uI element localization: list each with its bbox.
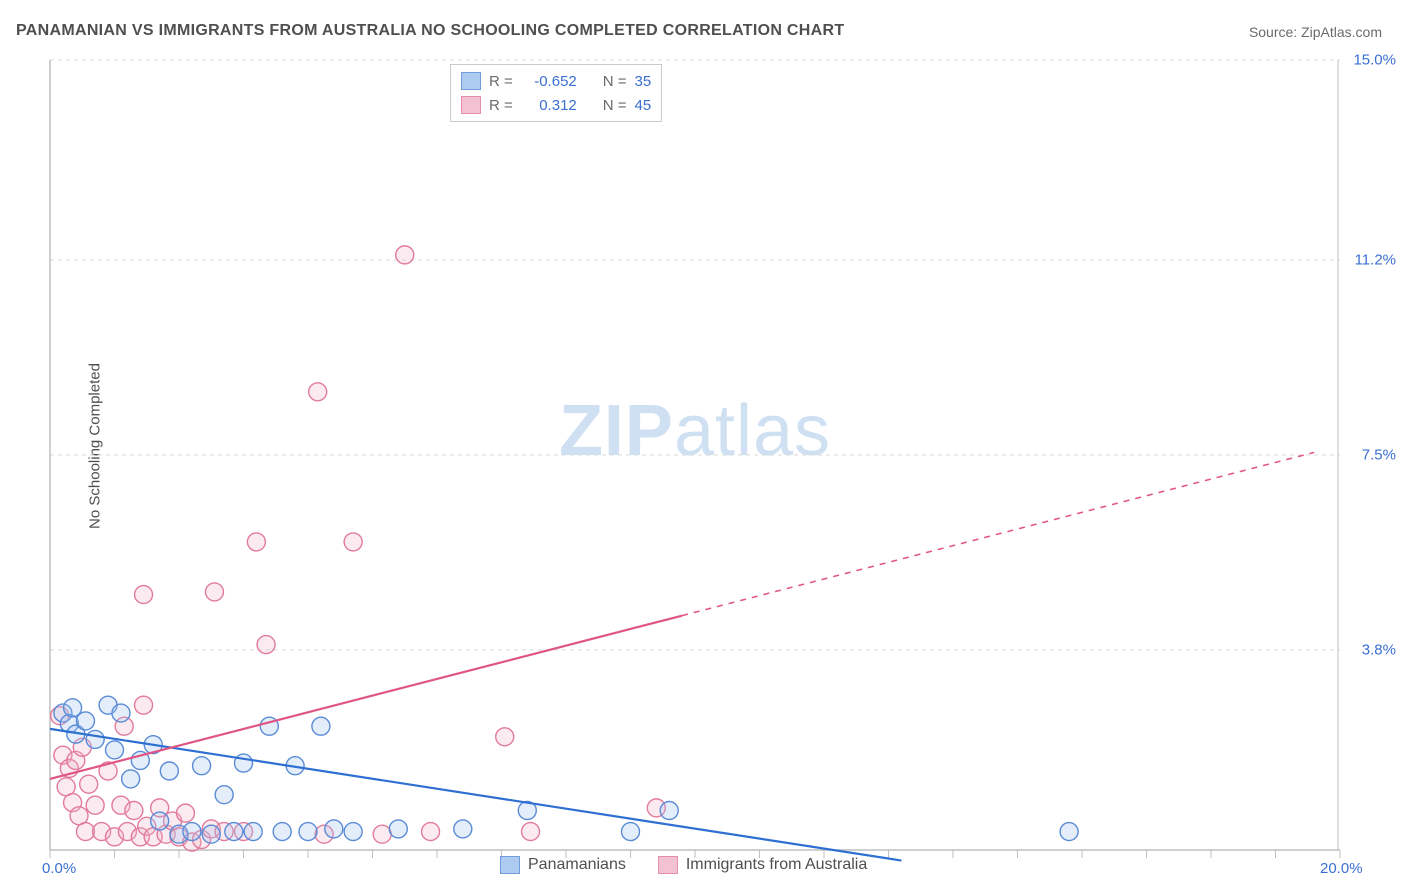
data-point bbox=[373, 825, 391, 843]
data-point bbox=[312, 717, 330, 735]
r-value: 0.312 bbox=[521, 97, 577, 114]
data-point bbox=[622, 823, 640, 841]
data-point bbox=[112, 704, 130, 722]
data-point bbox=[125, 802, 143, 820]
data-point bbox=[176, 804, 194, 822]
r-label: R = bbox=[489, 73, 513, 90]
data-point bbox=[80, 775, 98, 793]
source-label: Source: bbox=[1249, 24, 1301, 40]
data-point bbox=[344, 823, 362, 841]
legend-swatch bbox=[461, 96, 481, 114]
data-point bbox=[660, 802, 678, 820]
data-point bbox=[86, 796, 104, 814]
data-point bbox=[522, 823, 540, 841]
data-point bbox=[135, 696, 153, 714]
trend-line-extrapolated bbox=[682, 452, 1314, 615]
plot-area: ZIPatlas 3.8%7.5%11.2%15.0%0.0%20.0% bbox=[50, 60, 1340, 850]
n-value: 45 bbox=[635, 97, 652, 114]
data-point bbox=[215, 786, 233, 804]
r-value: -0.652 bbox=[521, 73, 577, 90]
data-point bbox=[244, 823, 262, 841]
data-point bbox=[325, 820, 343, 838]
source-attribution: Source: ZipAtlas.com bbox=[1249, 24, 1382, 40]
y-tick-label: 3.8% bbox=[1362, 641, 1396, 658]
n-label: N = bbox=[603, 97, 627, 114]
n-label: N = bbox=[603, 73, 627, 90]
series-legend-item: Panamanians bbox=[500, 856, 626, 874]
legend-row: R = -0.652 N = 35 bbox=[461, 69, 651, 93]
data-point bbox=[205, 583, 223, 601]
series-name: Panamanians bbox=[528, 856, 626, 874]
data-point bbox=[183, 823, 201, 841]
source-value: ZipAtlas.com bbox=[1301, 24, 1382, 40]
data-point bbox=[396, 246, 414, 264]
data-point bbox=[344, 533, 362, 551]
legend-row: R = 0.312 N = 45 bbox=[461, 93, 651, 117]
r-label: R = bbox=[489, 97, 513, 114]
data-point bbox=[160, 762, 178, 780]
data-point bbox=[273, 823, 291, 841]
data-point bbox=[454, 820, 472, 838]
data-point bbox=[76, 712, 94, 730]
legend-swatch bbox=[461, 72, 481, 90]
data-point bbox=[76, 823, 94, 841]
legend-swatch bbox=[500, 856, 520, 874]
series-legend-item: Immigrants from Australia bbox=[658, 856, 867, 874]
data-point bbox=[225, 823, 243, 841]
data-point bbox=[135, 586, 153, 604]
correlation-legend: R = -0.652 N = 35 R = 0.312 N = 45 bbox=[450, 64, 662, 122]
legend-swatch bbox=[658, 856, 678, 874]
x-tick-label-max: 20.0% bbox=[1320, 860, 1363, 877]
data-point bbox=[257, 636, 275, 654]
n-value: 35 bbox=[635, 73, 652, 90]
y-tick-label: 7.5% bbox=[1362, 447, 1396, 464]
data-point bbox=[106, 741, 124, 759]
data-point bbox=[122, 770, 140, 788]
data-point bbox=[496, 728, 514, 746]
data-point bbox=[86, 730, 104, 748]
chart-title: PANAMANIAN VS IMMIGRANTS FROM AUSTRALIA … bbox=[16, 22, 844, 40]
data-point bbox=[193, 757, 211, 775]
data-point bbox=[309, 383, 327, 401]
series-legend: Panamanians Immigrants from Australia bbox=[500, 856, 867, 874]
data-point bbox=[1060, 823, 1078, 841]
data-point bbox=[151, 812, 169, 830]
data-point bbox=[422, 823, 440, 841]
scatter-chart bbox=[50, 60, 1340, 850]
data-point bbox=[389, 820, 407, 838]
y-tick-label: 11.2% bbox=[1355, 252, 1396, 269]
x-tick-label-min: 0.0% bbox=[42, 860, 76, 877]
data-point bbox=[299, 823, 317, 841]
data-point bbox=[202, 825, 220, 843]
y-tick-label: 15.0% bbox=[1353, 52, 1396, 69]
data-point bbox=[247, 533, 265, 551]
series-name: Immigrants from Australia bbox=[686, 856, 867, 874]
